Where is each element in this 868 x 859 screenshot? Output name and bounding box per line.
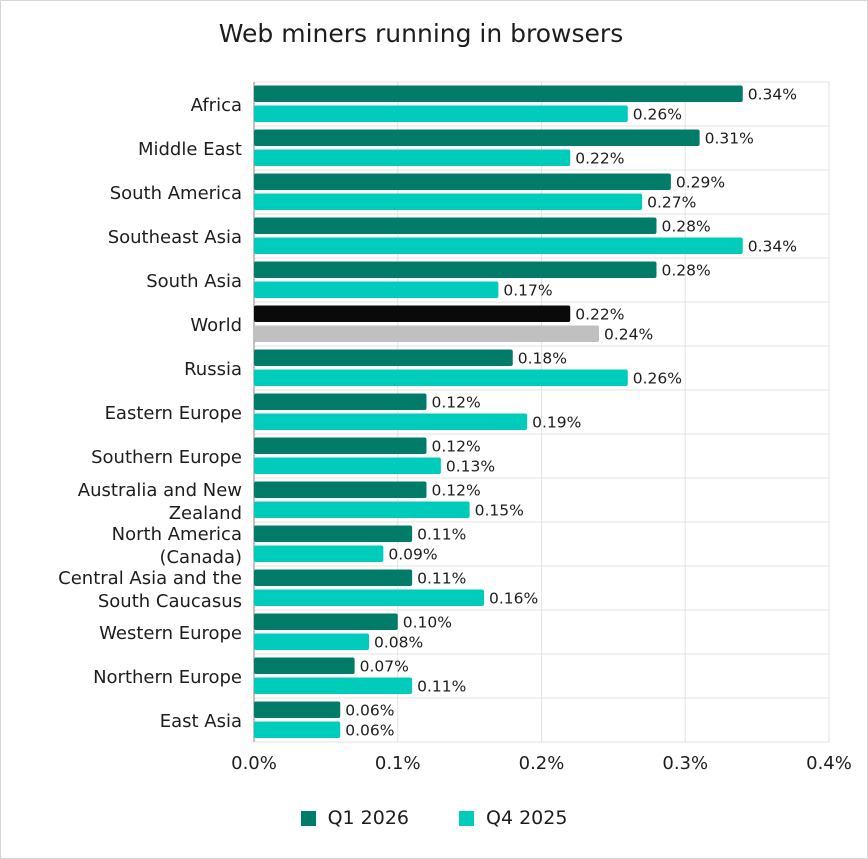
legend-item-series-2: Q4 2025 [459, 807, 567, 829]
data-label: 0.17% [503, 282, 552, 300]
bar-q4-2025 [254, 721, 341, 738]
bar-q4-2025 [254, 413, 528, 430]
category-label: East Asia [160, 711, 242, 732]
bar-q4-2025 [254, 281, 499, 298]
bar-q4-2025 [254, 633, 369, 650]
data-label: 0.34% [748, 238, 797, 256]
category-label: Central Asia and the [58, 568, 242, 589]
x-tick-label: 0.3% [662, 753, 708, 774]
bar-q1-2026 [254, 129, 700, 146]
data-label: 0.26% [633, 370, 682, 388]
data-label: 0.06% [345, 722, 394, 740]
category-label: North America [112, 524, 242, 545]
bar-q1-2026 [254, 261, 657, 278]
data-label: 0.34% [748, 86, 797, 104]
x-tick-label: 0.0% [231, 753, 277, 774]
category-label: Australia and New [78, 480, 242, 501]
data-label: 0.15% [475, 502, 524, 520]
bar-q1-2026 [254, 525, 413, 542]
data-label: 0.06% [345, 702, 394, 720]
bar-q4-2025 [254, 457, 441, 474]
data-label: 0.11% [417, 678, 466, 696]
data-label: 0.29% [676, 174, 725, 192]
legend-label-series-1: Q1 2026 [327, 807, 409, 829]
data-label: 0.10% [403, 614, 452, 632]
bar-q1-2026 [254, 85, 743, 102]
legend-item-series-1: Q1 2026 [300, 807, 409, 829]
data-label: 0.11% [417, 526, 466, 544]
data-label: 0.24% [604, 326, 653, 344]
x-tick-label: 0.1% [375, 753, 421, 774]
bar-q1-2026 [254, 613, 398, 630]
bar-q1-2026 [254, 305, 571, 322]
data-label: 0.07% [360, 658, 409, 676]
x-tick-label: 0.4% [806, 753, 852, 774]
category-label: Africa [191, 95, 242, 116]
category-label: Northern Europe [93, 667, 242, 688]
category-label: Eastern Europe [105, 403, 242, 424]
data-label: 0.22% [575, 306, 624, 324]
data-label: 0.08% [374, 634, 423, 652]
category-label: World [190, 315, 242, 336]
category-label: South Caucasus [98, 591, 242, 612]
bar-q1-2026 [254, 173, 671, 190]
bar-q1-2026 [254, 569, 413, 586]
category-label: South America [110, 183, 242, 204]
bar-q1-2026 [254, 217, 657, 234]
category-label: Southern Europe [91, 447, 242, 468]
data-label: 0.13% [446, 458, 495, 476]
category-label: South Asia [146, 271, 242, 292]
bar-q1-2026 [254, 349, 513, 366]
category-label: Zealand [169, 503, 242, 524]
category-label: (Canada) [159, 547, 242, 568]
legend-label-series-2: Q4 2025 [486, 807, 568, 829]
data-label: 0.12% [432, 394, 481, 412]
data-label: 0.28% [662, 218, 711, 236]
data-label: 0.27% [647, 194, 696, 212]
bar-q4-2025 [254, 193, 643, 210]
data-label: 0.09% [388, 546, 437, 564]
category-label: Southeast Asia [108, 227, 242, 248]
bar-chart: 0.0% 0.1% 0.2% 0.3% 0.4% Africa 0.34% 0.26% Midd… [58, 81, 852, 774]
data-label: 0.31% [705, 130, 754, 148]
bar-q4-2025 [254, 677, 413, 694]
bar-q1-2026 [254, 393, 427, 410]
data-label: 0.11% [417, 570, 466, 588]
bar-q1-2026 [254, 657, 355, 674]
legend: Q1 2026 Q4 2025 [1, 807, 867, 829]
data-label: 0.18% [518, 350, 567, 368]
bar-q4-2025 [254, 105, 628, 122]
data-label: 0.12% [432, 438, 481, 456]
category-label: Russia [184, 359, 242, 380]
bar-q4-2025 [254, 325, 599, 342]
data-label: 0.16% [489, 590, 538, 608]
data-label: 0.26% [633, 106, 682, 124]
data-label: 0.28% [662, 262, 711, 280]
data-label: 0.19% [532, 414, 581, 432]
data-label: 0.12% [432, 482, 481, 500]
bar-q4-2025 [254, 149, 571, 166]
bar-q4-2025 [254, 501, 470, 518]
category-label: Middle East [138, 139, 242, 160]
legend-swatch-series-2 [459, 810, 474, 826]
bar-q1-2026 [254, 481, 427, 498]
bar-q4-2025 [254, 237, 743, 254]
bar-q4-2025 [254, 369, 628, 386]
chart-title: Web miners running in browsers [218, 19, 624, 48]
bar-q1-2026 [254, 437, 427, 454]
bar-q4-2025 [254, 589, 484, 606]
bar-q1-2026 [254, 701, 341, 718]
category-label: Western Europe [99, 623, 242, 644]
legend-swatch-series-1 [300, 810, 316, 826]
x-tick-label: 0.2% [519, 753, 565, 774]
bar-q4-2025 [254, 545, 384, 562]
data-label: 0.22% [575, 150, 624, 168]
